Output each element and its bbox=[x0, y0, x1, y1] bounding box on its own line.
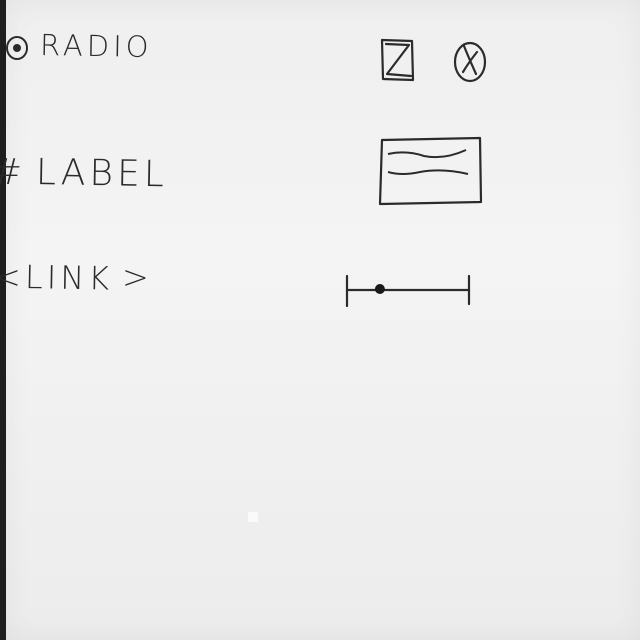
open-angle-icon: < bbox=[0, 258, 21, 296]
hash-icon: # bbox=[0, 152, 22, 193]
paper-smudge bbox=[248, 512, 258, 522]
circled-x-icon[interactable] bbox=[450, 36, 490, 86]
multiline-text-field[interactable] bbox=[376, 134, 486, 208]
range-slider[interactable] bbox=[340, 270, 476, 312]
paper-sheet bbox=[6, 0, 640, 640]
link-text[interactable]: LINK bbox=[24, 258, 114, 298]
label-text: LABEL bbox=[35, 152, 169, 196]
radio-label: RADIO bbox=[39, 28, 153, 64]
slider-thumb[interactable] bbox=[374, 284, 385, 294]
close-angle-icon: > bbox=[122, 258, 149, 296]
checked-checkbox-icon[interactable] bbox=[378, 36, 416, 84]
radio-button-icon[interactable] bbox=[5, 34, 31, 62]
